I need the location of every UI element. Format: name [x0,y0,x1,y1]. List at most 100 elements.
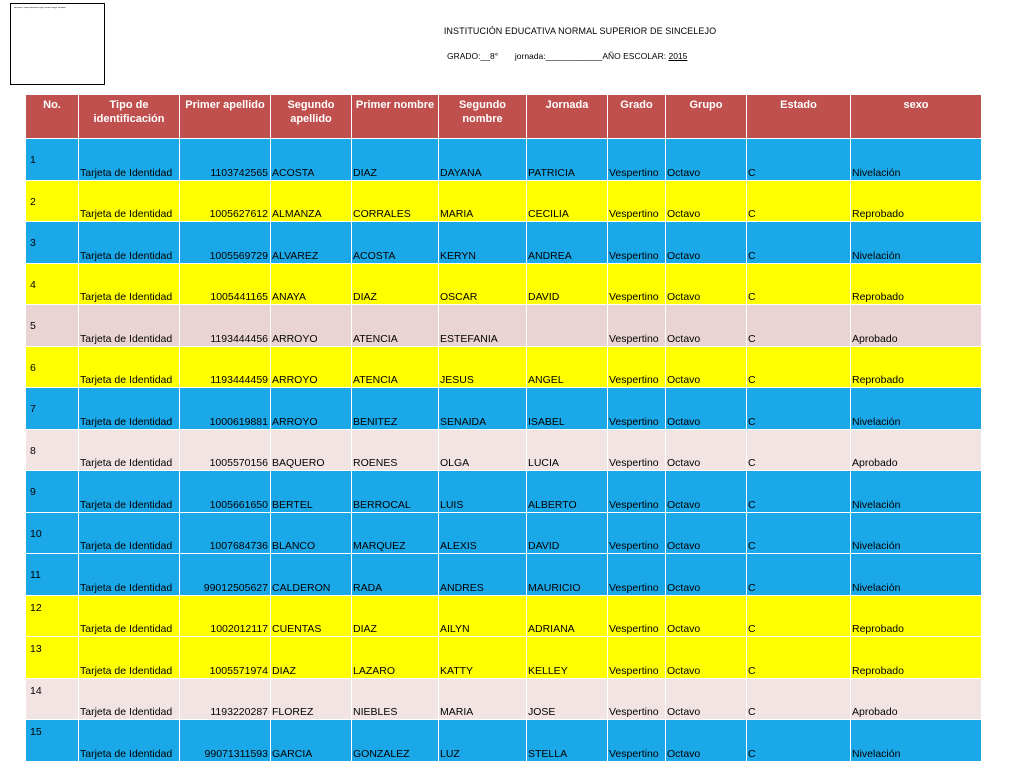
cell-grupo: C [746,304,851,347]
cell-segundo-nombre: ADRIANA [526,594,608,637]
cell-id-type: Tarjeta de Identidad [78,387,180,430]
page-title: INSTITUCIÓN EDUCATIVA NORMAL SUPERIOR DE… [443,26,717,36]
cell-jornada: Vespertino [607,553,666,596]
cell-estado: Nivelación [850,553,982,596]
cell-primer-apellido: CUENTAS [270,594,352,637]
cell-segundo-apellido: MARQUEZ [351,511,439,554]
cell-id-number: 1007684736 [179,511,271,554]
cell-estado: Nivelación [850,719,982,762]
cell-estado: Nivelación [850,470,982,513]
cell-grupo: C [746,719,851,762]
cell-primer-apellido: GARCIA [270,719,352,762]
cell-jornada: Vespertino [607,428,666,471]
table-row: 13 Tarjeta de Identidad 1005571974 DIAZ LAZA… [25,636,982,679]
table-row: 11 Tarjeta de Identidad 99012505627 CALDERO… [25,553,982,596]
table-row: 5 Tarjeta de Identidad 1193444456 ARROYO ATE… [25,304,982,347]
cell-segundo-nombre [526,304,608,347]
cell-grupo: C [746,428,851,471]
cell-estado: Reprobado [850,262,982,305]
cell-row-number: 8 [25,428,79,471]
cell-row-number: 4 [25,262,79,305]
cell-grado: Octavo [665,304,747,347]
cell-primer-nombre: OLGA [438,428,527,471]
cell-segundo-apellido: CORRALES [351,179,439,222]
table-row: 3 Tarjeta de Identidad 1005569729 ALVAREZ AC… [25,221,982,264]
cell-grado: Octavo [665,179,747,222]
column-header-tipo: Tipo de identificación [78,94,180,139]
table-row: 7 Tarjeta de Identidad 1000619881 ARROYO BEN… [25,387,982,430]
cell-id-number: 99012505627 [179,553,271,596]
cell-primer-nombre: OSCAR [438,262,527,305]
column-header-estado: Estado [746,94,851,139]
cell-row-number: 15 [25,719,79,762]
cell-primer-nombre: MARIA [438,677,527,720]
cell-row-number: 7 [25,387,79,430]
cell-segundo-apellido: LAZARO [351,636,439,679]
cell-id-type: Tarjeta de Identidad [78,221,180,264]
table-row: 4 Tarjeta de Identidad 1005441165 ANAYA DIAZ… [25,262,982,305]
cell-id-number: 1000619881 [179,387,271,430]
column-header-grupo: Grupo [665,94,747,139]
cell-primer-nombre: ALEXIS [438,511,527,554]
cell-id-type: Tarjeta de Identidad [78,138,180,181]
cell-grupo: C [746,594,851,637]
column-header-sexo: sexo [850,94,982,139]
table-row: 8 Tarjeta de Identidad 1005570156 BAQUERO RO… [25,428,982,471]
cell-grupo: C [746,345,851,388]
cell-primer-apellido: BLANCO [270,511,352,554]
cell-primer-nombre: MARIA [438,179,527,222]
cell-segundo-apellido: DIAZ [351,138,439,181]
cell-id-number: 99071311593 [179,719,271,762]
cell-jornada: Vespertino [607,179,666,222]
cell-estado: Reprobado [850,345,982,388]
cell-segundo-apellido: ATENCIA [351,345,439,388]
cell-row-number: 6 [25,345,79,388]
cell-primer-apellido: ARROYO [270,345,352,388]
cell-id-number: 1005570156 [179,428,271,471]
cell-segundo-apellido: DIAZ [351,594,439,637]
cell-grado: Octavo [665,636,747,679]
cell-jornada: Vespertino [607,387,666,430]
table-row: 6 Tarjeta de Identidad 1193444459 ARROYO ATE… [25,345,982,388]
cell-row-number: 10 [25,511,79,554]
jornada-label: jornada:____________AÑO ESCOLAR: [514,51,667,61]
column-header-no: No. [25,94,79,139]
cell-id-type: Tarjeta de Identidad [78,511,180,554]
cell-id-number: 1103742565 [179,138,271,181]
logo-image: Microsoft, Clipart Education Logo, Vecto… [10,3,105,85]
cell-segundo-nombre: KELLEY [526,636,608,679]
cell-segundo-nombre: STELLA [526,719,608,762]
cell-estado: Aprobado [850,428,982,471]
column-header-primer-nombre: Primer nombre [351,94,439,139]
cell-primer-apellido: BERTEL [270,470,352,513]
cell-primer-apellido: CALDERON [270,553,352,596]
cell-jornada: Vespertino [607,221,666,264]
table-row: 9 Tarjeta de Identidad 1005661650 BERTEL BER… [25,470,982,513]
cell-id-number: 1005661650 [179,470,271,513]
cell-id-type: Tarjeta de Identidad [78,470,180,513]
cell-primer-apellido: BAQUERO [270,428,352,471]
cell-estado: Aprobado [850,677,982,720]
cell-id-number: 1005627612 [179,179,271,222]
cell-id-type: Tarjeta de Identidad [78,262,180,305]
cell-estado: Reprobado [850,179,982,222]
cell-id-number: 1005569729 [179,221,271,264]
cell-segundo-nombre: ANGEL [526,345,608,388]
cell-estado: Nivelación [850,221,982,264]
cell-row-number: 14 [25,677,79,720]
cell-segundo-nombre: JOSE [526,677,608,720]
cell-id-type: Tarjeta de Identidad [78,428,180,471]
cell-segundo-nombre: DAVID [526,262,608,305]
cell-segundo-apellido: RADA [351,553,439,596]
cell-grado: Octavo [665,387,747,430]
table-row: 2 Tarjeta de Identidad 1005627612 ALMANZA CO… [25,179,982,222]
column-header-grado: Grado [607,94,666,139]
cell-jornada: Vespertino [607,470,666,513]
logo-caption: Microsoft, Clipart Education Logo, Vecto… [14,7,66,9]
cell-id-type: Tarjeta de Identidad [78,677,180,720]
cell-row-number: 9 [25,470,79,513]
cell-row-number: 11 [25,553,79,596]
cell-estado: Nivelación [850,511,982,554]
cell-segundo-apellido: ACOSTA [351,221,439,264]
cell-id-number: 1005571974 [179,636,271,679]
